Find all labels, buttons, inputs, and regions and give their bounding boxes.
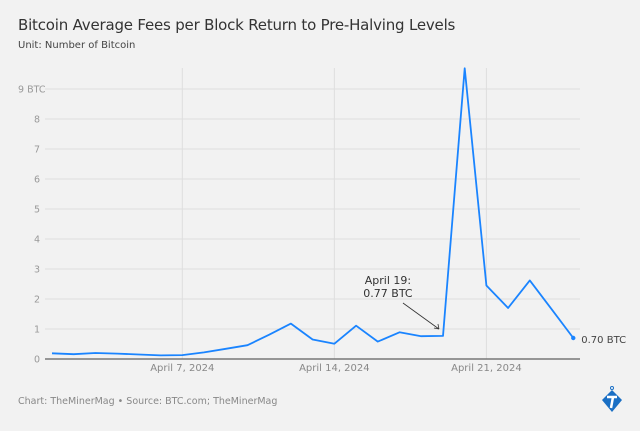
arrow-head — [433, 323, 440, 330]
y-tick-label: 4 — [34, 235, 40, 246]
annotation-label: 0.77 BTC — [363, 287, 413, 300]
annotation-label: April 19: — [365, 274, 411, 287]
y-tick-label: 5 — [34, 205, 40, 216]
y-tick-label: 1 — [34, 325, 40, 336]
chart-subtitle: Unit: Number of Bitcoin — [18, 40, 136, 51]
x-tick-label: April 14, 2024 — [299, 363, 370, 374]
chart-title: Bitcoin Average Fees per Block Return to… — [18, 16, 456, 34]
y-tick-label: 6 — [34, 175, 40, 186]
y-tick-label: 7 — [34, 145, 40, 156]
y-tick-label: 0 — [34, 355, 40, 366]
fees-line — [51, 67, 575, 357]
y-tick-label: 8 — [34, 115, 40, 126]
chart-footer: Chart: TheMinerMag • Source: BTC.com; Th… — [18, 396, 278, 407]
x-tick-label: April 7, 2024 — [150, 363, 214, 374]
theminermag-logo — [602, 386, 622, 412]
x-tick-label: April 21, 2024 — [451, 363, 522, 374]
annotation-arrow — [402, 302, 440, 330]
y-tick-label: 9 BTC — [18, 85, 46, 96]
end-value-label: 0.70 BTC — [581, 335, 626, 346]
data-point — [571, 335, 576, 341]
y-tick-label: 3 — [34, 265, 40, 276]
y-tick-label: 2 — [34, 295, 40, 306]
